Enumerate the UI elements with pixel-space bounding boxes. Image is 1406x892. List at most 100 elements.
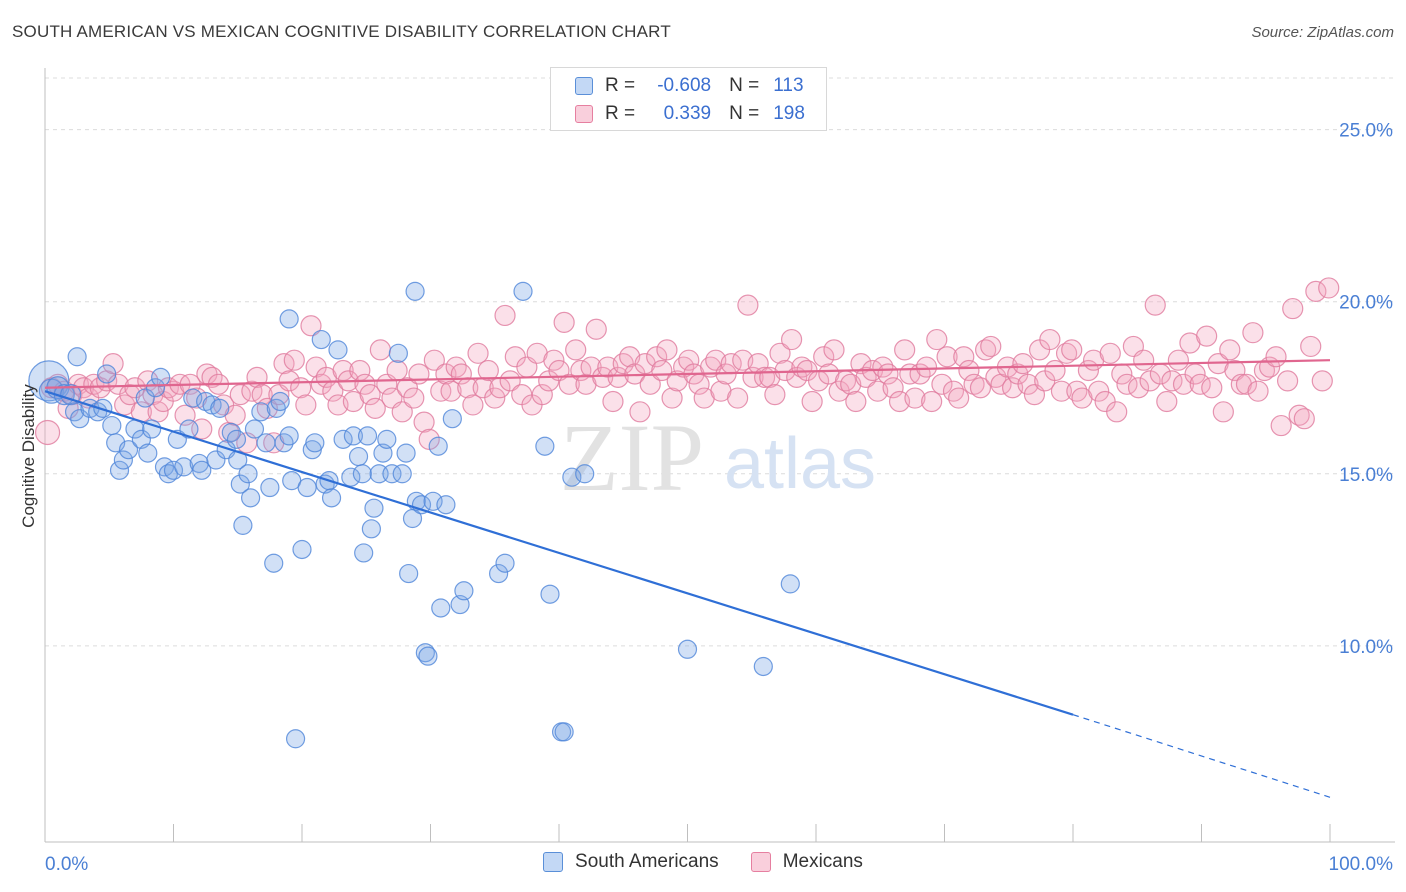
south-americans-points — [28, 281, 800, 749]
legend-n-label: N = — [729, 103, 760, 124]
south-american-point — [163, 460, 184, 480]
south-american-point — [361, 519, 381, 539]
mexican-point — [499, 370, 521, 392]
mexican-point — [926, 328, 948, 351]
south-american-point — [118, 440, 139, 460]
south-american-point — [677, 639, 698, 659]
mexican-point — [592, 366, 614, 389]
mexican-point — [1265, 346, 1287, 368]
mexican-point — [1156, 390, 1178, 413]
mexican-point — [1318, 277, 1340, 299]
mexican-point — [283, 349, 305, 371]
south-american-point — [251, 402, 271, 422]
watermark: ZIP atlas — [560, 404, 876, 511]
south-american-point — [244, 419, 265, 439]
legend-swatch — [750, 852, 771, 872]
south-american-point — [135, 388, 155, 408]
south-american-point — [97, 364, 117, 384]
south-americans-trend-extension — [1072, 714, 1331, 798]
legend-item-south-americans[interactable]: South Americans — [543, 851, 719, 873]
mexican-point — [813, 346, 835, 368]
south-american-point — [226, 429, 247, 449]
south-american-point — [113, 450, 133, 470]
axis-labels: 10.0% 15.0% 20.0% 25.0% 0.0% 100.0% Cognitive … — [19, 121, 1393, 875]
mexican-point — [565, 339, 587, 361]
mexican-point — [661, 387, 683, 409]
mexican-point — [34, 419, 61, 446]
mexican-point — [467, 342, 489, 364]
south-american-point — [431, 598, 451, 618]
y-tick-label: 10.0% — [1339, 637, 1393, 658]
legend-item-mexicans[interactable]: Mexicans — [750, 851, 863, 873]
south-american-point — [210, 398, 230, 418]
mexican-point — [1247, 380, 1269, 402]
mexican-point — [396, 377, 418, 399]
mexican-point — [1212, 401, 1234, 423]
legend-row-mexicans: R = 0.339 N = 198 — [575, 102, 805, 126]
south-american-point — [454, 581, 474, 601]
south-american-point — [388, 343, 408, 363]
mexican-point — [251, 384, 273, 406]
mexican-point — [1039, 328, 1061, 351]
mexican-point — [780, 328, 803, 351]
mexican-point — [828, 380, 850, 402]
legend-swatch-mexicans — [575, 105, 593, 123]
x-tick-label: 0.0% — [45, 854, 88, 875]
south-american-point — [405, 281, 425, 301]
y-tick-label: 20.0% — [1339, 293, 1393, 314]
mexican-point — [921, 390, 943, 413]
mexican-point — [1012, 353, 1034, 375]
mexican-point — [963, 373, 985, 395]
south-american-point — [142, 419, 162, 439]
mexican-point — [1106, 401, 1128, 423]
mexican-point — [850, 353, 872, 375]
mexican-point — [629, 401, 651, 423]
mexican-point — [1235, 373, 1258, 395]
south-american-point — [354, 543, 374, 563]
mexican-point — [391, 401, 413, 423]
south-american-point — [67, 347, 87, 367]
mexican-point — [1116, 373, 1138, 395]
trend-lines — [44, 359, 1331, 798]
y-tick-label: 15.0% — [1339, 465, 1393, 486]
mexican-point — [1088, 380, 1110, 402]
y-tick-label: 25.0% — [1339, 121, 1393, 142]
mexican-point — [678, 349, 700, 371]
south-american-point — [535, 436, 555, 456]
mexican-point — [931, 373, 953, 395]
mexican-point — [1196, 325, 1218, 347]
mexican-point — [543, 349, 565, 371]
south-american-point — [343, 426, 363, 446]
mexican-point — [602, 390, 624, 413]
mexican-point — [1044, 359, 1066, 382]
south-american-point — [230, 474, 250, 494]
stats-legend: R = -0.608 N = 113 R = 0.339 N = 198 — [550, 67, 827, 131]
legend-n-value: 198 — [773, 103, 805, 124]
south-american-point — [377, 429, 397, 449]
south-american-point — [238, 464, 258, 484]
south-american-point — [364, 498, 384, 518]
mexican-point — [969, 377, 992, 399]
source-label: Source: ZipAtlas.com — [1251, 24, 1394, 41]
south-american-point — [575, 464, 595, 484]
south-american-point — [357, 426, 378, 446]
mexican-point — [386, 359, 408, 382]
south-american-point — [396, 443, 416, 463]
mexican-point — [915, 356, 938, 378]
mexican-point — [1061, 339, 1083, 361]
south-american-point — [279, 426, 299, 446]
south-american-point — [60, 384, 82, 406]
mexican-point — [359, 384, 381, 406]
mexican-point — [403, 387, 425, 409]
south-american-point — [328, 340, 348, 360]
mexican-point — [958, 359, 980, 382]
mexican-point — [484, 387, 506, 409]
legend-r-value: -0.608 — [657, 75, 712, 96]
south-american-point — [436, 495, 456, 515]
mexican-point — [1270, 414, 1292, 437]
south-american-point — [513, 281, 533, 301]
south-american-point — [554, 722, 574, 742]
legend-n-label: N = — [729, 75, 760, 96]
mexican-point — [1201, 377, 1223, 399]
